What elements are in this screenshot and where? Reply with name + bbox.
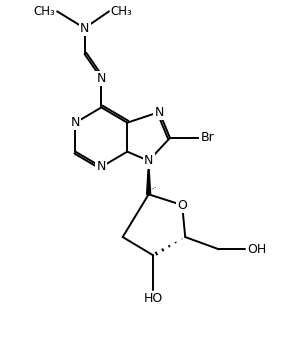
Text: CH₃: CH₃ [34,5,56,18]
Text: Br: Br [201,131,214,144]
Text: N: N [80,22,89,35]
Text: O: O [177,199,187,211]
Text: OH: OH [248,243,267,256]
Text: N: N [155,106,164,119]
Text: N: N [144,154,153,167]
Text: CH₃: CH₃ [111,5,132,18]
Text: N: N [71,116,80,129]
Text: N: N [97,161,106,173]
Text: ···: ··· [150,184,159,192]
Text: HO: HO [144,292,163,305]
Text: N: N [97,72,106,85]
Polygon shape [147,161,151,194]
